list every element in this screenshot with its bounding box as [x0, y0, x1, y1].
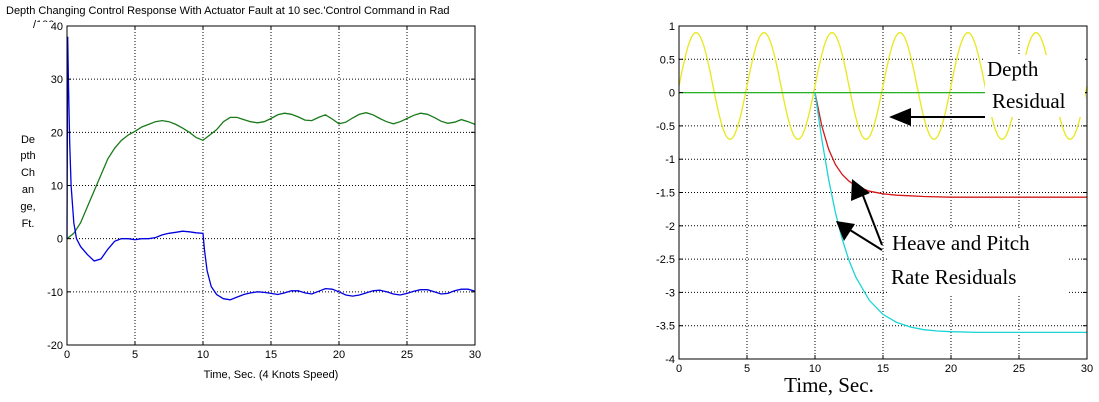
chart1-ylabel-line: ge,	[20, 201, 35, 213]
y-tick-label: 0	[57, 234, 63, 246]
chart2-xlabel: Time, Sec.	[784, 373, 874, 397]
chart1-x-ticks: 0 5 10 15 20 25 30	[64, 26, 481, 361]
y-tick-label: 40	[51, 21, 63, 33]
y-tick-label: 1	[669, 21, 675, 33]
x-tick-label: 15	[265, 349, 277, 361]
chart2-y-ticks: 1 0.5 0 -0.5 -1 -1.5 -2 -2.5 -3 -3.5 -4	[656, 21, 1087, 366]
y-tick-label: 30	[51, 74, 63, 86]
y-tick-label: -1.5	[656, 188, 675, 200]
depth-residual-label-line1: Depth	[987, 57, 1039, 81]
x-tick-label: 10	[809, 363, 821, 375]
depth-response-chart: Depth Changing Control Response With Act…	[6, 5, 481, 381]
series-line	[814, 92, 1087, 334]
y-tick-label: -20	[47, 340, 63, 352]
red-arrow-shaft	[861, 192, 883, 246]
chart1-ylabel: De pth Ch an ge, Ft.	[20, 134, 35, 230]
chart1-ylabel-line: Ft.	[22, 218, 35, 230]
red-arrow-head	[851, 179, 870, 201]
cyan-arrow-head	[836, 221, 855, 241]
chart1-ylabel-line: De	[21, 134, 35, 146]
x-tick-label: 20	[945, 363, 957, 375]
y-tick-label: -10	[47, 287, 63, 299]
title-overflow-mask	[36, 22, 66, 30]
y-tick-label: -3	[665, 287, 675, 299]
y-tick-label: -2.5	[656, 254, 675, 266]
chart1-series	[66, 36, 476, 301]
x-tick-label: 0	[64, 349, 70, 361]
y-tick-label: -4	[665, 354, 675, 366]
x-tick-label: 25	[1013, 363, 1025, 375]
residuals-chart: 0 5 10 15 20 25 30 1 0.5 0 -0.5 -1 -1.5 -2 -2.5 -3 -3.5…	[656, 21, 1093, 397]
series-line	[66, 112, 476, 240]
y-tick-label: -3.5	[656, 321, 675, 333]
heave-pitch-box	[889, 228, 1069, 294]
x-tick-label: 5	[132, 349, 138, 361]
x-tick-label: 0	[676, 363, 682, 375]
x-tick-label: 30	[1081, 363, 1093, 375]
depth-residual-box	[985, 55, 1085, 117]
chart2-x-ticks: 0 5 10 15 20 25 30	[676, 26, 1093, 375]
cyan-arrow-shaft	[849, 229, 883, 251]
y-tick-label: 10	[51, 181, 63, 193]
x-tick-label: 15	[877, 363, 889, 375]
x-tick-label: 20	[333, 349, 345, 361]
y-tick-label: 0	[669, 88, 675, 100]
series-line	[66, 36, 476, 301]
depth-residual-label-line2: Residual	[992, 89, 1066, 113]
chart1-y-ticks: 40 30 20 10 0 -10 -20	[47, 21, 475, 352]
x-tick-label: 30	[469, 349, 481, 361]
chart1-ylabel-line: an	[22, 184, 34, 196]
chart1-xlabel: Time, Sec. (4 Knots Speed)	[204, 369, 339, 381]
series-line	[814, 92, 1087, 198]
x-tick-label: 10	[197, 349, 209, 361]
y-tick-label: 20	[51, 127, 63, 139]
chart1-ylabel-line: Ch	[21, 167, 35, 179]
chart1-title: Depth Changing Control Response With Act…	[6, 5, 450, 17]
heave-pitch-label-line1: Heave and Pitch	[892, 231, 1030, 255]
y-tick-label: -1	[665, 154, 675, 166]
y-tick-label: -2	[665, 221, 675, 233]
depth-arrow-head	[889, 108, 911, 126]
annotation-arrows	[836, 108, 985, 251]
y-tick-label: 0.5	[660, 54, 675, 66]
x-tick-label: 25	[401, 349, 413, 361]
heave-pitch-label-line2: Rate Residuals	[891, 265, 1016, 289]
x-tick-label: 5	[744, 363, 750, 375]
chart1-ylabel-line: pth	[20, 150, 35, 162]
y-tick-label: -0.5	[656, 121, 675, 133]
chart1-grid	[67, 26, 475, 345]
